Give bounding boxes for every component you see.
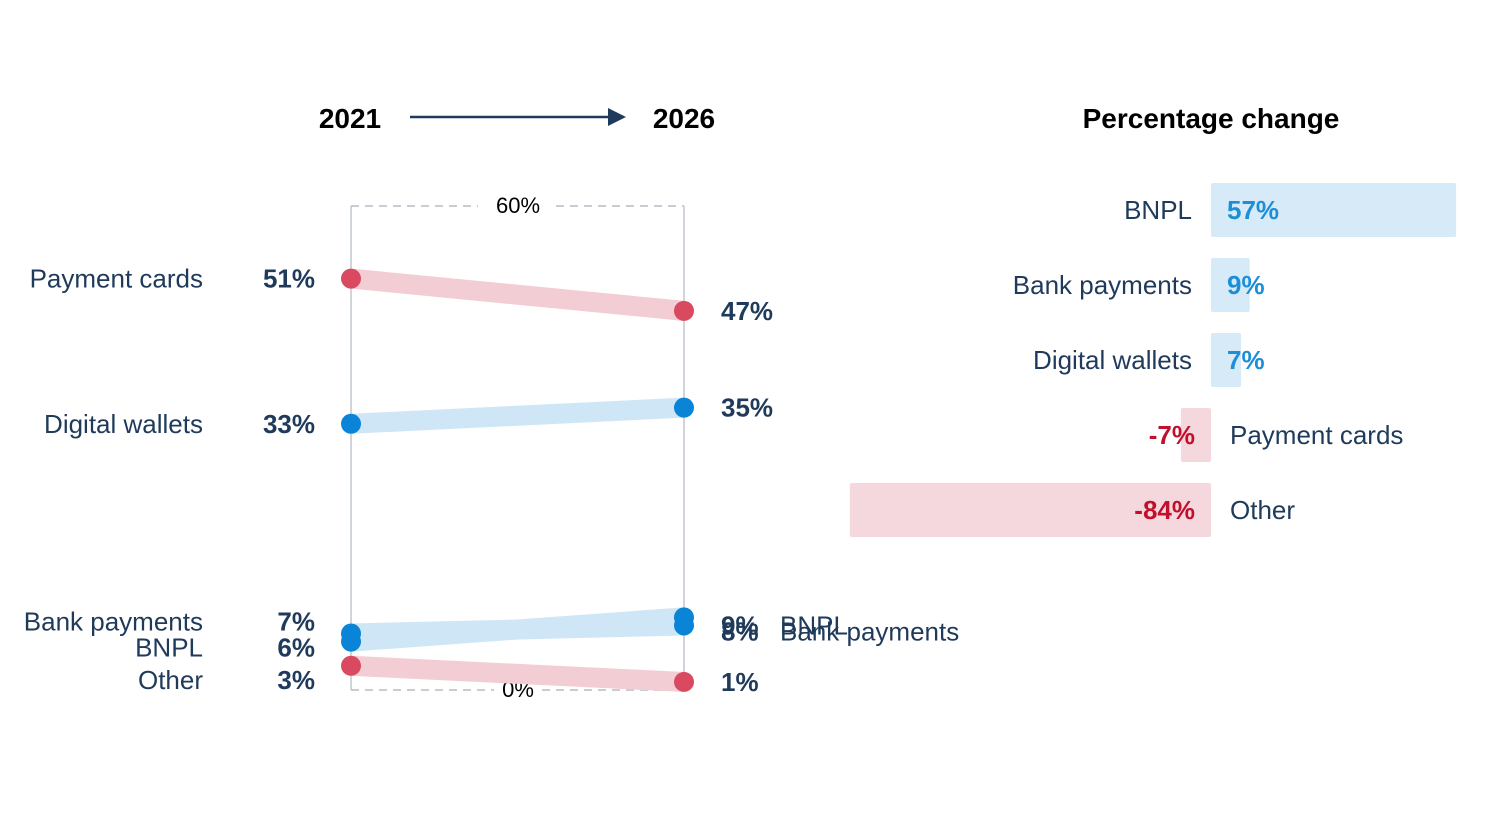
dot-2026-payment-cards [674,300,694,321]
end-value-other: 1% [721,667,759,697]
pct-bar-label-payment-cards: Payment cards [1230,420,1403,450]
end-value-digital-wallets: 35% [721,393,773,423]
pct-bar-label-bnpl: BNPL [1124,195,1192,225]
slope-lines [350,268,685,692]
start-value-digital-wallets: 33% [263,409,315,439]
end-year-label: 2026 [653,103,715,134]
dot-2026-bnpl [674,607,694,628]
dot-2026-other [674,671,694,692]
dot-2021-other [341,655,361,676]
slope-line-other [350,655,685,692]
pct-bar-bank-payments [1211,258,1250,312]
pct-bar-bnpl [1211,183,1457,237]
start-name-bank-payments: Bank payments [24,607,203,637]
pct-bar-value-bank-payments: 9% [1227,270,1265,300]
slope-labels: Payment cards 51% 47% Digital wallets 33% 35%… [24,264,959,697]
end-value-bnpl: 9% [721,610,759,640]
end-value-payment-cards: 47% [721,296,773,326]
slope-line-payment-cards [350,268,685,321]
dot-2021-bnpl [341,631,361,652]
slope-dots [341,268,694,692]
pct-bar-value-payment-cards: -7% [1149,420,1195,450]
pct-change-bars: BNPL 57% Bank payments 9% Digital wallets 7% P… [849,183,1457,537]
pct-bar-payment-cards [1180,408,1211,462]
dot-2026-digital-wallets [674,397,694,418]
end-name-bnpl: BNPL [780,610,848,640]
dot-2021-payment-cards [341,268,361,289]
start-value-bank-payments: 7% [277,607,315,637]
pct-bar-label-digital-wallets: Digital wallets [1033,345,1192,375]
pct-bar-value-bnpl: 57% [1227,195,1279,225]
pct-bar-digital-wallets [1211,333,1242,387]
start-name-digital-wallets: Digital wallets [44,409,203,439]
start-name-other: Other [138,665,203,695]
pct-bar-label-other: Other [1230,495,1295,525]
pct-change-title: Percentage change [1083,103,1340,134]
pct-bar-label-bank-payments: Bank payments [1013,270,1192,300]
start-year-label: 2021 [319,103,381,134]
year-arrow-head [608,108,626,126]
slope-line-digital-wallets [350,397,685,434]
start-value-bnpl: 6% [277,633,315,663]
start-name-payment-cards: Payment cards [30,264,203,294]
pct-bar-other [849,483,1211,537]
pct-bar-value-digital-wallets: 7% [1227,345,1265,375]
end-value-bank-payments: 8% [721,616,759,646]
slope-line-bnpl [350,607,685,652]
axis-max-label: 60% [496,193,540,218]
start-value-other: 3% [277,665,315,695]
pct-bar-value-other: -84% [1134,495,1195,525]
start-value-payment-cards: 51% [263,264,315,294]
start-name-bnpl: BNPL [135,633,203,663]
dot-2021-digital-wallets [341,413,361,434]
end-name-bank-payments: Bank payments [780,616,959,646]
